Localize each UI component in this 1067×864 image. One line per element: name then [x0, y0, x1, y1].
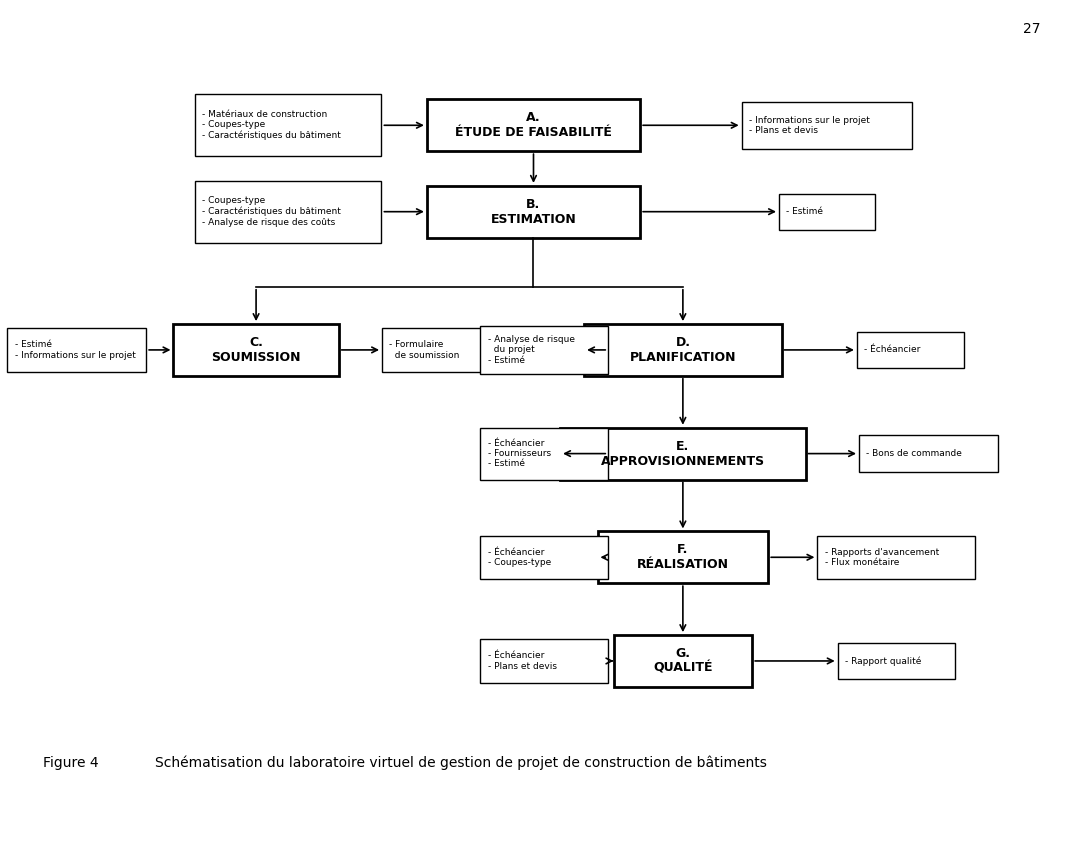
- Text: - Bons de commande: - Bons de commande: [866, 449, 962, 458]
- Bar: [427, 99, 640, 151]
- Bar: [859, 435, 998, 472]
- Text: - Matériaux de construction
- Coupes-type
- Caractéristiques du bâtiment: - Matériaux de construction - Coupes-typ…: [203, 110, 341, 141]
- Text: - Rapports d'avancement
- Flux monétaire: - Rapports d'avancement - Flux monétaire: [825, 548, 939, 567]
- Bar: [480, 639, 608, 683]
- Text: Schématisation du laboratoire virtuel de gestion de projet de construction de bâ: Schématisation du laboratoire virtuel de…: [155, 756, 766, 771]
- Bar: [598, 531, 768, 583]
- Text: - Estimé: - Estimé: [786, 207, 824, 216]
- Text: D.
PLANIFICATION: D. PLANIFICATION: [630, 336, 736, 364]
- Text: - Échéancier: - Échéancier: [864, 346, 921, 354]
- Text: E.
APPROVISIONNEMENTS: E. APPROVISIONNEMENTS: [601, 440, 765, 467]
- Text: - Rapport qualité: - Rapport qualité: [845, 657, 922, 665]
- Text: - Échéancier
- Coupes-type: - Échéancier - Coupes-type: [488, 548, 551, 567]
- Bar: [742, 102, 912, 149]
- Bar: [838, 643, 955, 679]
- Text: B.
ESTIMATION: B. ESTIMATION: [491, 198, 576, 226]
- Bar: [480, 326, 608, 373]
- Bar: [817, 536, 975, 579]
- Bar: [194, 181, 382, 243]
- Text: - Formulaire
  de soumission: - Formulaire de soumission: [389, 340, 460, 359]
- Text: F.
RÉALISATION: F. RÉALISATION: [637, 543, 729, 571]
- Text: - Estimé
- Informations sur le projet: - Estimé - Informations sur le projet: [15, 340, 136, 359]
- Text: - Coupes-type
- Caractéristiques du bâtiment
- Analyse de risque des coûts: - Coupes-type - Caractéristiques du bâti…: [203, 196, 341, 227]
- Text: - Informations sur le projet
- Plans et devis: - Informations sur le projet - Plans et …: [749, 116, 870, 135]
- Bar: [779, 194, 875, 230]
- Bar: [173, 324, 338, 376]
- Text: G.
QUALITÉ: G. QUALITÉ: [653, 647, 713, 675]
- Text: - Échéancier
- Fournisseurs
- Estimé: - Échéancier - Fournisseurs - Estimé: [488, 439, 551, 468]
- Bar: [382, 328, 510, 372]
- Bar: [194, 94, 382, 156]
- Text: A.
ÉTUDE DE FAISABILITÉ: A. ÉTUDE DE FAISABILITÉ: [455, 111, 612, 139]
- Bar: [614, 635, 752, 687]
- Text: - Échéancier
- Plans et devis: - Échéancier - Plans et devis: [488, 651, 557, 670]
- Bar: [480, 536, 608, 579]
- Bar: [7, 328, 146, 372]
- Bar: [560, 428, 806, 480]
- Bar: [857, 332, 964, 368]
- Text: Figure 4: Figure 4: [43, 756, 98, 770]
- Text: C.
SOUMISSION: C. SOUMISSION: [211, 336, 301, 364]
- Bar: [427, 186, 640, 238]
- Text: 27: 27: [1023, 22, 1040, 35]
- Text: - Analyse de risque
  du projet
- Estimé: - Analyse de risque du projet - Estimé: [488, 335, 575, 365]
- Bar: [480, 428, 608, 480]
- Bar: [584, 324, 781, 376]
